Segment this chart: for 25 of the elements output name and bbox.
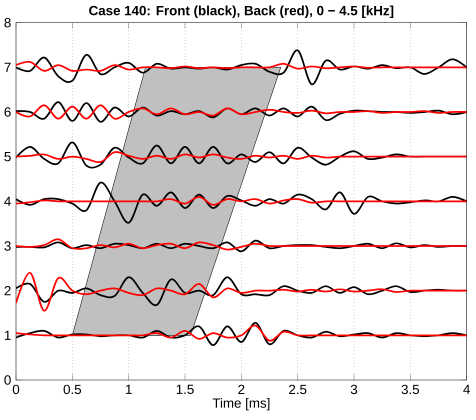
y-tick-label: 6 [4,107,11,117]
x-tick-label: 3 [350,384,358,394]
x-tick-label: 4 [463,384,470,394]
y-tick-label: 7 [4,62,11,72]
line-series [16,272,467,312]
y-tick-label: 1 [4,330,11,340]
y-tick-label: 5 [4,152,11,162]
chart-title: Case 140: Front (black), Back (red), 0 − 4.5 [kHz] [89,6,394,18]
y-tick-label: 2 [4,286,11,296]
x-axis-title: Time [ms] [212,398,270,410]
y-tick-label: 3 [4,241,11,251]
x-tick-label: 2.5 [289,384,306,394]
y-tick-label: 0 [4,375,11,385]
line-series [16,196,467,206]
line-series [16,61,467,72]
x-tick-label: 2 [238,384,244,394]
y-tick-label: 8 [4,18,11,28]
line-series [16,151,467,163]
x-tick-label: 3.5 [402,384,420,394]
y-tick-label: 4 [4,196,11,206]
line-series [16,324,467,342]
x-tick-label: 0 [12,384,20,394]
x-tick-label: 1.5 [176,384,194,394]
x-tick-label: 1 [126,384,132,394]
x-tick-label: 0.5 [64,384,82,394]
